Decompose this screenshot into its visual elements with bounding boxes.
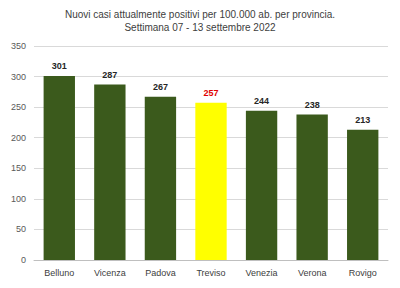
- svg-text:350: 350: [11, 41, 26, 51]
- svg-text:Vicenza: Vicenza: [94, 268, 126, 278]
- svg-text:267: 267: [153, 82, 168, 92]
- svg-text:Treviso: Treviso: [196, 268, 225, 278]
- svg-text:Belluno: Belluno: [44, 268, 74, 278]
- svg-text:287: 287: [102, 70, 117, 80]
- svg-text:Verona: Verona: [298, 268, 327, 278]
- svg-text:257: 257: [203, 88, 218, 98]
- svg-text:Venezia: Venezia: [246, 268, 278, 278]
- svg-text:Settimana 07 - 13 settembre 20: Settimana 07 - 13 settembre 2022: [124, 22, 276, 33]
- svg-text:200: 200: [11, 133, 26, 143]
- svg-text:Nuovi casi attualmente positiv: Nuovi casi attualmente positivi per 100.…: [65, 9, 335, 20]
- svg-text:244: 244: [254, 96, 269, 106]
- svg-text:50: 50: [16, 224, 26, 234]
- svg-text:0: 0: [21, 255, 26, 265]
- svg-text:238: 238: [305, 100, 320, 110]
- svg-text:301: 301: [52, 61, 67, 71]
- svg-text:250: 250: [11, 102, 26, 112]
- svg-text:Padova: Padova: [145, 268, 176, 278]
- svg-text:150: 150: [11, 163, 26, 173]
- svg-text:100: 100: [11, 194, 26, 204]
- svg-text:300: 300: [11, 72, 26, 82]
- svg-text:Rovigo: Rovigo: [349, 268, 377, 278]
- svg-text:213: 213: [355, 115, 370, 125]
